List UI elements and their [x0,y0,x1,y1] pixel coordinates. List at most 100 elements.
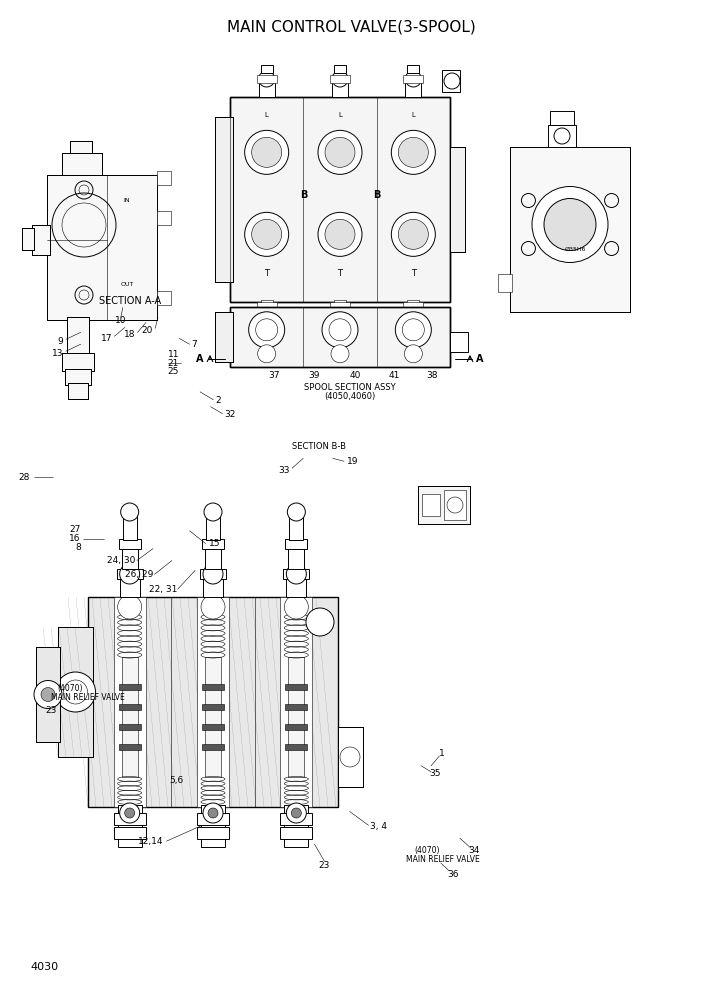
Bar [157,211,171,225]
Bar [68,383,88,399]
Bar [442,70,460,92]
Bar [118,805,142,847]
Text: 24, 30: 24, 30 [107,556,135,565]
Bar [119,684,140,690]
Bar [157,291,171,305]
Bar [289,547,305,569]
Text: 19: 19 [347,456,358,466]
Bar [280,597,312,807]
Circle shape [258,71,274,87]
Bar [330,75,350,83]
Text: 39: 39 [308,370,319,380]
Bar [260,300,272,332]
Circle shape [118,595,142,619]
Bar [280,813,312,825]
Text: L: L [265,112,269,118]
Bar [285,704,307,710]
Bar [289,512,303,540]
Bar [62,153,102,175]
Text: 32: 32 [225,410,236,420]
Bar [404,75,423,83]
Circle shape [284,595,308,619]
Bar [548,125,576,147]
Bar [114,813,146,825]
Circle shape [41,687,55,701]
Text: Ø35H6: Ø35H6 [564,247,585,252]
Circle shape [322,311,358,348]
Text: 7: 7 [192,339,197,349]
Bar [202,684,224,690]
Bar [32,225,50,255]
Bar [201,805,225,847]
Bar [62,353,94,371]
Text: 1: 1 [439,749,445,759]
Bar [285,684,307,690]
Bar [22,228,34,250]
Circle shape [395,311,431,348]
Circle shape [332,71,348,87]
Text: A: A [476,354,484,364]
Bar [117,569,143,579]
Circle shape [532,186,608,263]
Text: 21: 21 [168,358,179,368]
Bar [450,147,465,252]
Bar [230,307,450,367]
Bar [284,569,310,579]
Circle shape [258,345,276,363]
Text: 4030: 4030 [30,962,58,972]
Circle shape [318,212,362,256]
Text: 36: 36 [447,870,458,880]
Bar [407,65,419,73]
Circle shape [55,672,95,712]
Circle shape [251,137,282,168]
Circle shape [286,564,306,584]
Text: 23: 23 [46,705,57,715]
Text: 34: 34 [468,845,479,855]
Bar [257,75,277,83]
Bar [36,647,60,742]
Bar [62,353,94,371]
Bar [284,805,308,847]
Text: OUT: OUT [120,283,133,288]
Bar [330,302,350,310]
Bar [47,175,157,320]
Bar [206,512,220,540]
Text: MAIN RELIEF VALVE: MAIN RELIEF VALVE [51,692,124,702]
Bar [200,569,226,579]
Bar [444,490,466,520]
Text: 26, 29: 26, 29 [125,569,153,579]
Bar [418,486,470,524]
Circle shape [405,71,421,87]
Bar [230,307,450,367]
Bar [58,627,93,757]
Bar [202,539,224,549]
Text: 3, 4: 3, 4 [370,821,387,831]
Text: 38: 38 [426,370,438,380]
Text: 33: 33 [279,465,290,475]
Text: T: T [264,269,269,278]
Bar [65,369,91,385]
Bar [197,813,229,825]
Text: 28: 28 [19,472,30,482]
Bar [22,228,34,250]
Circle shape [325,137,355,168]
Bar [197,827,229,839]
Text: MAIN CONTROL VALVE(3-SPOOL): MAIN CONTROL VALVE(3-SPOOL) [227,20,475,35]
Text: T: T [338,269,343,278]
Circle shape [391,212,435,256]
Bar [67,317,89,355]
Circle shape [208,808,218,818]
Bar [286,579,306,597]
Bar [119,539,140,549]
Bar [70,141,92,153]
Bar [205,547,221,569]
Bar [422,494,440,516]
Text: A: A [197,354,204,364]
Bar [203,579,223,597]
Text: 37: 37 [268,370,280,380]
Circle shape [318,130,362,175]
Text: (4070): (4070) [414,845,439,855]
Circle shape [119,803,140,823]
Bar [285,723,307,729]
Text: 23: 23 [319,860,330,870]
